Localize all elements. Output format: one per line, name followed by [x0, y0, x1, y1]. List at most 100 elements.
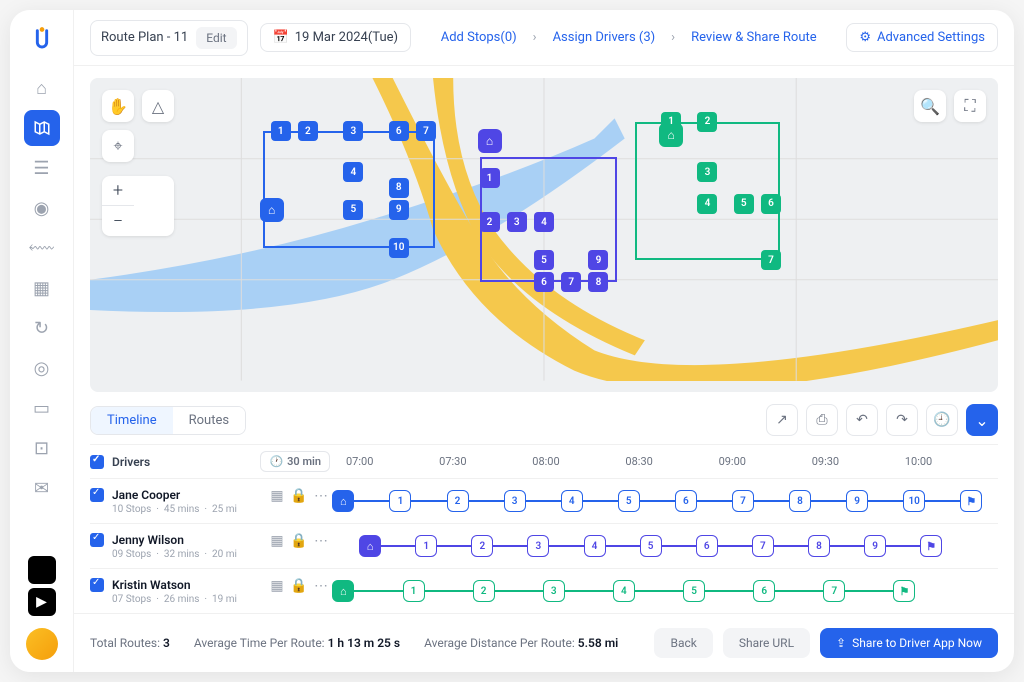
stop-node[interactable]: 1 [403, 580, 425, 602]
stop-node[interactable]: 4 [613, 580, 635, 602]
tab-timeline[interactable]: Timeline [91, 407, 173, 434]
stop-node[interactable]: 7 [823, 580, 845, 602]
nav-map-icon[interactable] [24, 110, 60, 146]
more-icon[interactable]: ⋯ [312, 488, 330, 504]
play-store-icon[interactable]: ▶ [28, 588, 56, 616]
tab-routes[interactable]: Routes [173, 407, 245, 434]
home-marker[interactable]: ⌂ [478, 129, 502, 153]
stop-marker[interactable]: 4 [697, 194, 717, 214]
stop-node[interactable]: 5 [640, 535, 662, 557]
stop-marker[interactable]: 7 [561, 272, 581, 292]
stop-node[interactable]: 5 [618, 490, 640, 512]
interval-selector[interactable]: 🕐 30 min [260, 451, 330, 472]
nav-user-icon[interactable]: ◉ [24, 190, 60, 226]
calendar-icon[interactable]: ▦ [268, 578, 286, 594]
export-icon[interactable]: ↗ [766, 404, 798, 436]
polygon-tool-icon[interactable]: △ [142, 90, 174, 122]
stop-marker[interactable]: 2 [298, 121, 318, 141]
stop-marker[interactable]: 4 [343, 162, 363, 182]
stop-marker[interactable]: 7 [761, 250, 781, 270]
nav-target-icon[interactable]: ◎ [24, 350, 60, 386]
nav-home-icon[interactable]: ⌂ [24, 70, 60, 106]
history-icon[interactable]: 🕘 [926, 404, 958, 436]
stop-marker[interactable]: 3 [507, 212, 527, 232]
stop-marker[interactable]: 8 [588, 272, 608, 292]
stop-marker[interactable]: 9 [588, 250, 608, 270]
calendar-icon[interactable]: ▦ [268, 533, 286, 549]
zoom-out-button[interactable]: − [102, 206, 134, 236]
stop-node[interactable]: 1 [389, 490, 411, 512]
stop-marker[interactable]: 2 [480, 212, 500, 232]
stop-marker[interactable]: 10 [389, 238, 409, 258]
stop-node[interactable]: 3 [527, 535, 549, 557]
stop-node[interactable]: 4 [584, 535, 606, 557]
route-end-node[interactable]: ⚑ [920, 535, 942, 557]
lock-icon[interactable]: 🔒 [290, 533, 308, 549]
stop-marker[interactable]: 7 [416, 121, 436, 141]
stop-node[interactable]: 5 [683, 580, 705, 602]
driver-checkbox[interactable] [90, 578, 104, 592]
stop-marker[interactable]: 6 [389, 121, 409, 141]
stop-marker[interactable]: 6 [761, 194, 781, 214]
stop-node[interactable]: 4 [561, 490, 583, 512]
date-box[interactable]: 📅 19 Mar 2024(Tue) [260, 23, 412, 52]
share-url-button[interactable]: Share URL [723, 628, 810, 658]
stop-node[interactable]: 8 [789, 490, 811, 512]
step-add-stops[interactable]: Add Stops(0) [441, 30, 517, 45]
print-icon[interactable]: ⎙ [806, 404, 838, 436]
stop-marker[interactable]: 3 [697, 162, 717, 182]
hand-tool-icon[interactable]: ✋ [102, 90, 134, 122]
more-icon[interactable]: ⋯ [312, 578, 330, 594]
select-all-checkbox[interactable] [90, 455, 104, 469]
back-button[interactable]: Back [654, 628, 712, 658]
lock-icon[interactable]: 🔒 [290, 578, 308, 594]
undo-icon[interactable]: ↶ [846, 404, 878, 436]
redo-icon[interactable]: ↷ [886, 404, 918, 436]
stop-node[interactable]: 6 [675, 490, 697, 512]
stop-marker[interactable]: 5 [343, 200, 363, 220]
stop-marker[interactable]: 6 [534, 272, 554, 292]
stop-marker[interactable]: 4 [534, 212, 554, 232]
share-app-button[interactable]: ⇪ Share to Driver App Now [820, 628, 998, 658]
stop-marker[interactable]: 2 [697, 112, 717, 132]
driver-checkbox[interactable] [90, 533, 104, 547]
stop-node[interactable]: 6 [753, 580, 775, 602]
stop-node[interactable]: 1 [415, 535, 437, 557]
stop-marker[interactable]: 1 [480, 168, 500, 188]
collapse-button[interactable]: ⌄ [966, 404, 998, 436]
stop-node[interactable]: 10 [903, 490, 925, 512]
stop-node[interactable]: 2 [447, 490, 469, 512]
stop-node[interactable]: 8 [808, 535, 830, 557]
avatar[interactable] [26, 628, 58, 660]
stop-node[interactable]: 7 [752, 535, 774, 557]
stop-node[interactable]: 2 [471, 535, 493, 557]
route-start-node[interactable]: ⌂ [332, 580, 354, 602]
stop-marker[interactable]: 3 [343, 121, 363, 141]
stop-marker[interactable]: 1 [661, 112, 681, 132]
zoom-in-button[interactable]: + [102, 176, 134, 206]
stop-node[interactable]: 3 [504, 490, 526, 512]
calendar-icon[interactable]: ▦ [268, 488, 286, 504]
route-end-node[interactable]: ⚑ [960, 490, 982, 512]
stop-node[interactable]: 3 [543, 580, 565, 602]
nav-calendar-icon[interactable]: ▦ [24, 270, 60, 306]
step-review[interactable]: Review & Share Route [691, 30, 817, 45]
nav-history-icon[interactable]: ↻ [24, 310, 60, 346]
locate-icon[interactable]: ⌖ [102, 130, 134, 162]
driver-checkbox[interactable] [90, 488, 104, 502]
route-start-node[interactable]: ⌂ [332, 490, 354, 512]
nav-contacts-icon[interactable]: ▭ [24, 390, 60, 426]
app-store-icon[interactable] [28, 556, 56, 584]
stop-node[interactable]: 9 [864, 535, 886, 557]
stop-node[interactable]: 7 [732, 490, 754, 512]
stop-node[interactable]: 2 [473, 580, 495, 602]
nav-list-icon[interactable]: ☰ [24, 150, 60, 186]
map[interactable]: ⌂12367458910⌂123456789⌂1234567 ✋ △ ⌖ + −… [90, 78, 998, 392]
step-assign-drivers[interactable]: Assign Drivers (3) [553, 30, 656, 45]
stop-marker[interactable]: 8 [389, 178, 409, 198]
edit-button[interactable]: Edit [196, 27, 236, 49]
nav-analytics-icon[interactable]: ⬳ [24, 230, 60, 266]
fullscreen-icon[interactable]: ⛶ [954, 90, 986, 122]
nav-help-icon[interactable]: ⊡ [24, 430, 60, 466]
nav-chat-icon[interactable]: ✉ [24, 470, 60, 506]
